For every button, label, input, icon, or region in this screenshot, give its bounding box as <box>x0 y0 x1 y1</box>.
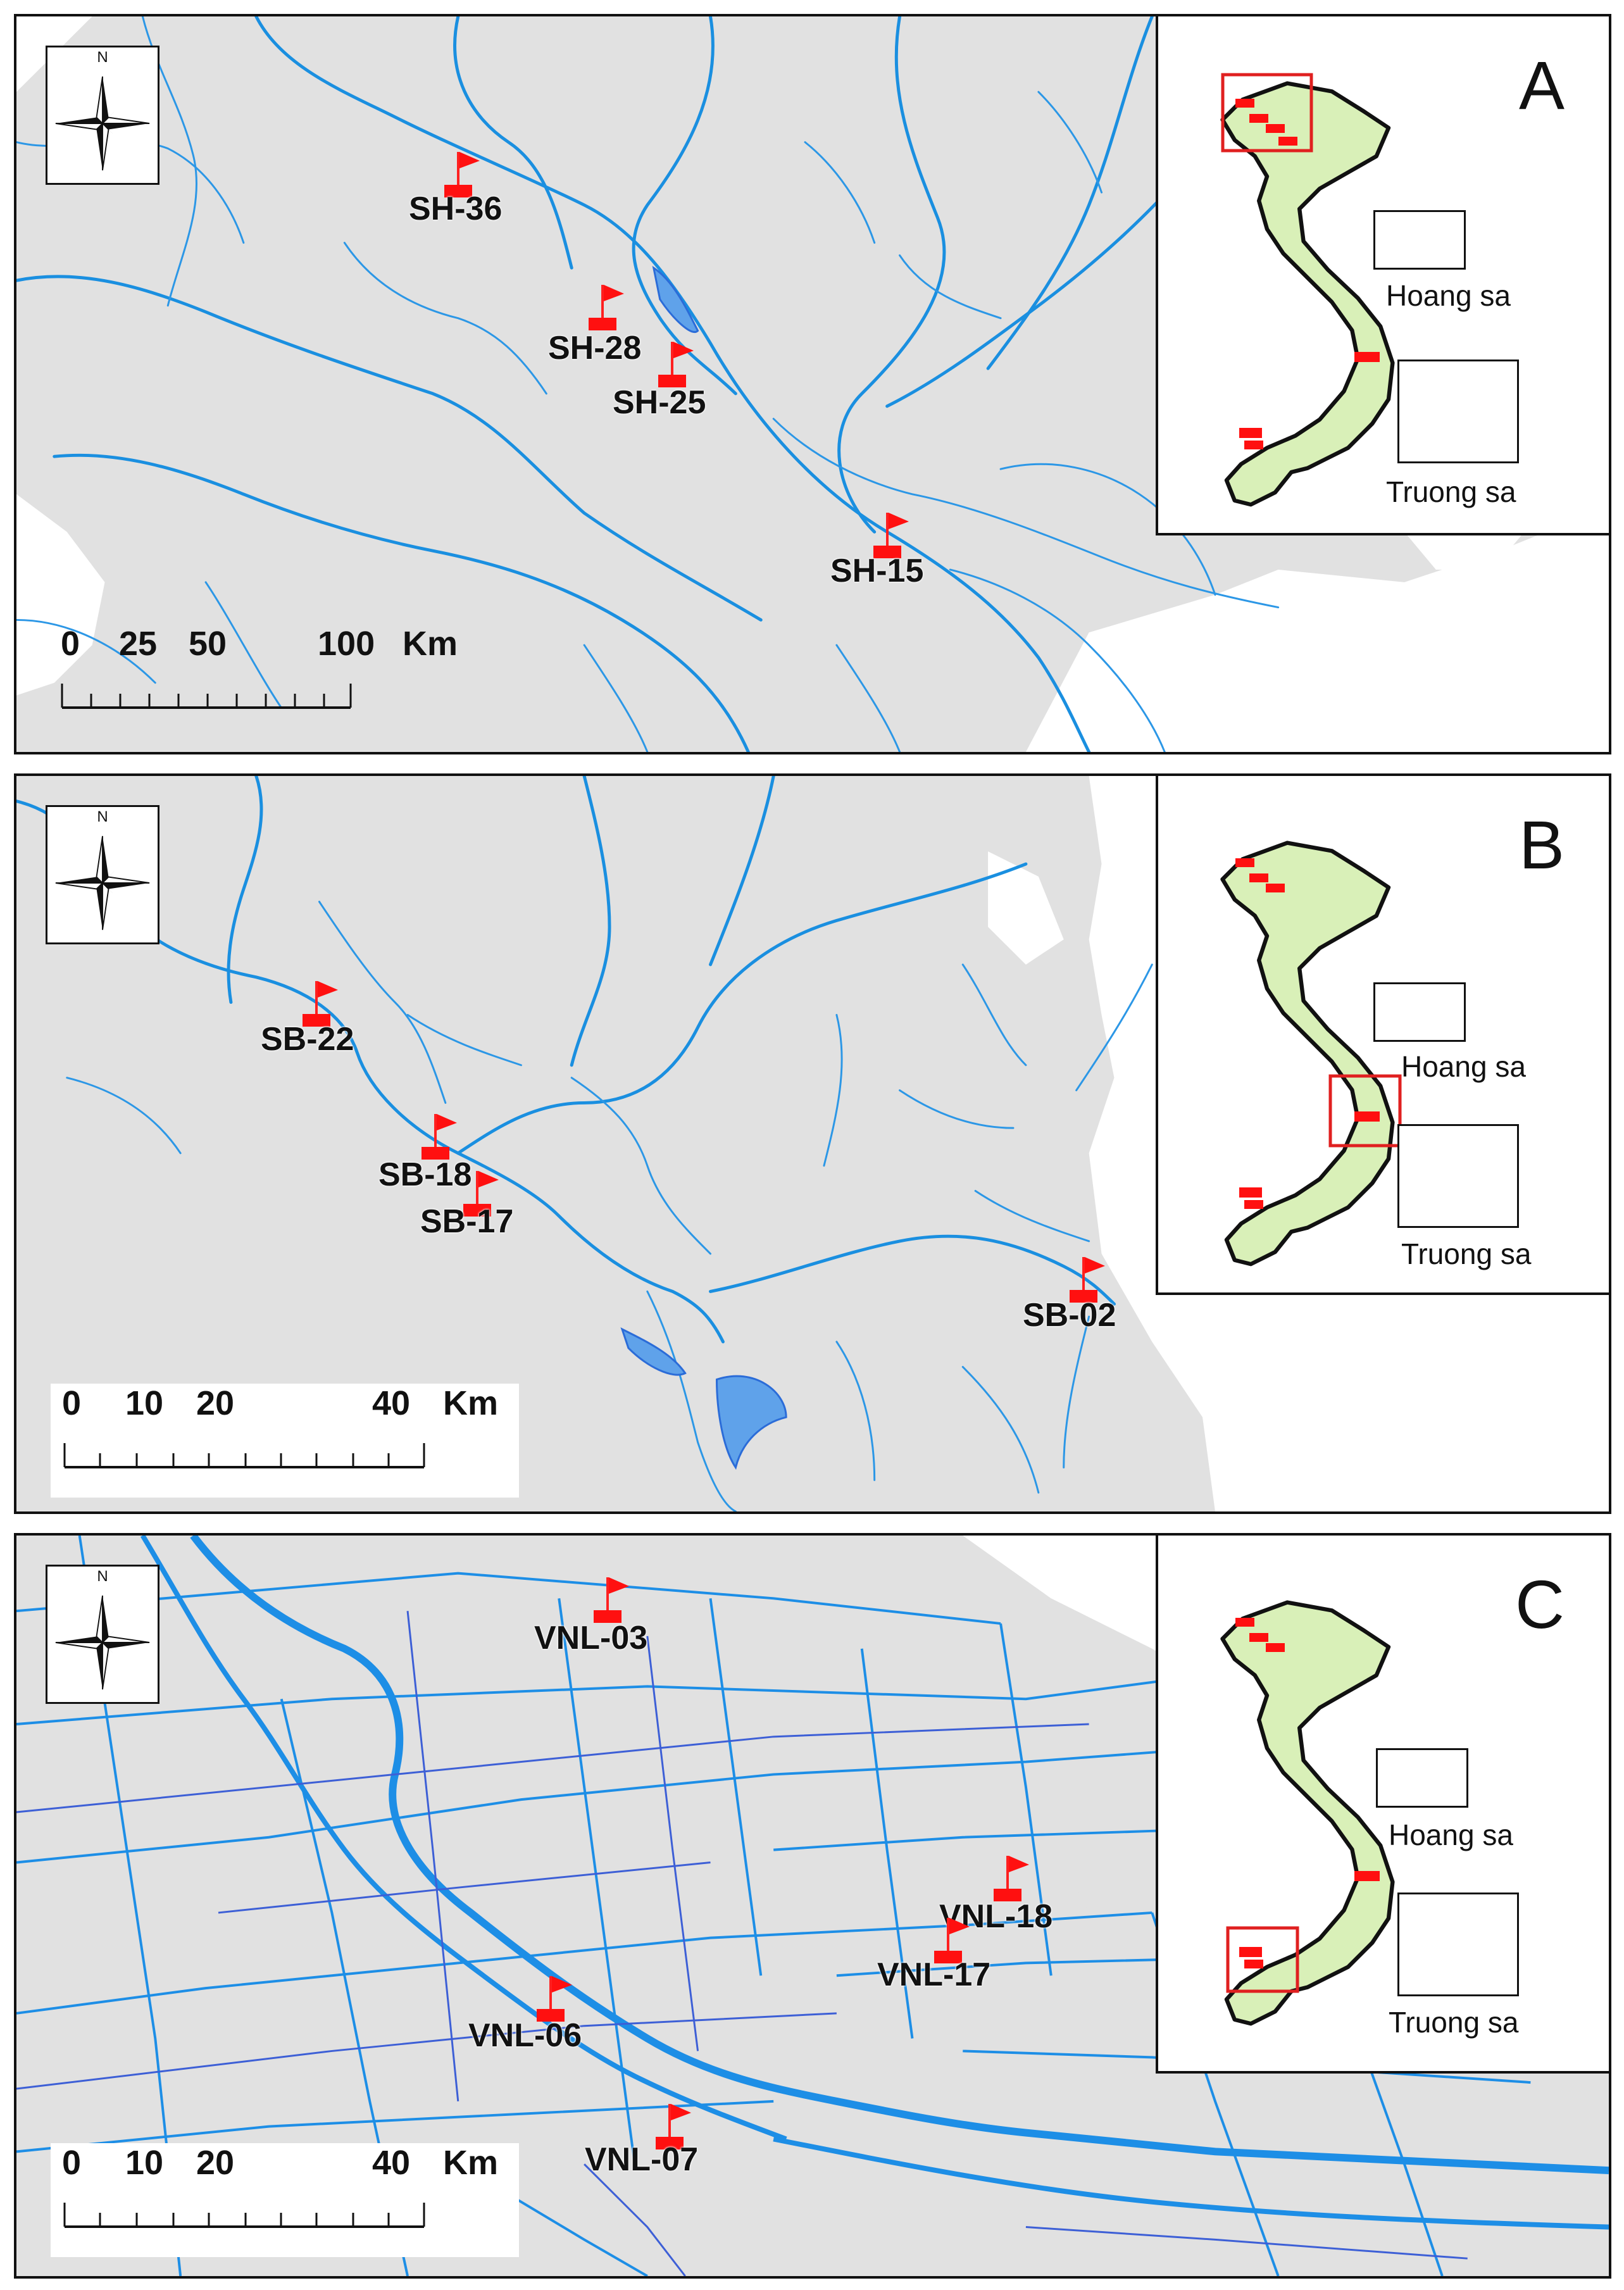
scale-tick-label: 50 <box>189 625 227 663</box>
compass-rose-icon <box>54 835 151 931</box>
north-label: N <box>97 49 108 66</box>
vietnam-outline <box>1184 814 1402 1282</box>
truong-sa-label: Truong sa <box>1401 1237 1532 1270</box>
scale-tick-label: 20 <box>196 1384 235 1422</box>
vietnam-inset-map: A Hoang sa Truong sa <box>1156 16 1609 535</box>
compass-rose-icon <box>54 1594 151 1691</box>
site-flag-icon <box>587 284 624 330</box>
truong-sa-label: Truong sa <box>1389 2006 1519 2039</box>
scale-labels: 0 10 20 40 Km <box>51 1384 519 1422</box>
site-flag-icon <box>535 1975 572 2022</box>
hoang-sa-inset-box <box>1376 1748 1468 1808</box>
vietnam-outline <box>1184 1574 1449 2042</box>
site-flag-icon <box>443 151 480 197</box>
truong-sa-inset-box <box>1397 1124 1519 1228</box>
hoang-sa-label: Hoang sa <box>1389 1818 1513 1851</box>
site-label: SH-36 <box>409 191 503 227</box>
scale-tick-label: 20 <box>196 2144 235 2182</box>
north-arrow: N <box>46 1565 159 1704</box>
vietnam-inset-map: B Hoang sa Truong sa <box>1156 776 1609 1295</box>
panel-c-map: N VNL-03 VNL-18 VNL-17 VNL-06 VNL-07 0 1… <box>14 1533 1611 2279</box>
vietnam-outline <box>1184 73 1449 523</box>
site-flag-icon <box>933 1917 970 1963</box>
scale-tick-label: 0 <box>61 625 80 663</box>
site-flag-icon <box>301 980 338 1027</box>
panel-letter: B <box>1518 806 1565 883</box>
panel-letter: C <box>1515 1566 1565 1642</box>
scale-tick-label: 40 <box>372 2144 411 2182</box>
study-area-highlight <box>1221 73 1313 153</box>
scale-unit: Km <box>403 625 458 663</box>
site-label: VNL-03 <box>534 1620 648 1656</box>
site-label: SH-25 <box>613 384 706 421</box>
scale-bar: 0 10 20 40 Km <box>51 1384 519 1498</box>
study-area-highlight <box>1226 1926 1299 1993</box>
scale-tick-label: 40 <box>372 1384 411 1422</box>
scale-unit: Km <box>443 1384 499 1422</box>
north-label: N <box>97 1568 108 1585</box>
site-flag-icon <box>420 1113 457 1160</box>
site-label: VNL-17 <box>877 1956 991 1993</box>
site-label: VNL-06 <box>468 2017 582 2054</box>
scale-labels: 0 10 20 40 Km <box>51 2143 519 2182</box>
scale-unit: Km <box>443 2144 499 2182</box>
site-flag-icon <box>657 341 694 387</box>
scale-tick-label: 100 <box>318 625 375 663</box>
site-label: SH-28 <box>548 330 642 366</box>
hoang-sa-label: Hoang sa <box>1386 279 1511 312</box>
scale-tick-label: 0 <box>62 2144 82 2182</box>
scale-ruler <box>63 2203 425 2228</box>
site-flag-icon <box>872 511 909 558</box>
panel-letter: A <box>1518 47 1565 123</box>
site-label: SB-18 <box>378 1156 472 1193</box>
hoang-sa-label: Hoang sa <box>1401 1050 1526 1083</box>
scale-bar: 0 25 50 100 Km <box>48 624 458 732</box>
scale-tick-label: 0 <box>62 1384 82 1422</box>
scale-bar: 0 10 20 40 Km <box>51 2143 519 2257</box>
truong-sa-inset-box <box>1397 1893 1519 1996</box>
scale-ruler <box>61 684 352 709</box>
site-label: SH-15 <box>830 553 924 589</box>
truong-sa-inset-box <box>1397 360 1519 463</box>
hoang-sa-inset-box <box>1373 210 1466 270</box>
hoang-sa-inset-box <box>1373 982 1466 1042</box>
scale-ruler <box>63 1443 425 1468</box>
north-arrow: N <box>46 805 159 944</box>
panel-a-map: N SH-36 SH-28 SH-25 SH-15 0 25 50 100 Km <box>14 14 1611 754</box>
site-label: SB-17 <box>420 1203 514 1240</box>
site-label: SB-22 <box>261 1021 354 1058</box>
truong-sa-label: Truong sa <box>1386 475 1516 508</box>
site-label: SB-02 <box>1023 1297 1116 1334</box>
vietnam-inset-map: C Hoang sa Truong sa <box>1156 1536 1609 2074</box>
scale-tick-label: 10 <box>125 1384 164 1422</box>
panel-b-map: N SB-22 SB-18 SB-17 SB-02 0 10 20 40 Km <box>14 773 1611 1514</box>
scale-tick-label: 10 <box>125 2144 164 2182</box>
compass-rose-icon <box>54 75 151 172</box>
site-flag-icon <box>992 1855 1029 1901</box>
scale-labels: 0 25 50 100 Km <box>48 624 458 663</box>
north-arrow: N <box>46 46 159 185</box>
site-label: VNL-07 <box>585 2141 699 2178</box>
north-label: N <box>97 808 108 825</box>
site-flag-icon <box>592 1576 629 1623</box>
site-flag-icon <box>1068 1256 1105 1303</box>
scale-tick-label: 25 <box>119 625 158 663</box>
study-area-highlight <box>1328 1074 1402 1148</box>
